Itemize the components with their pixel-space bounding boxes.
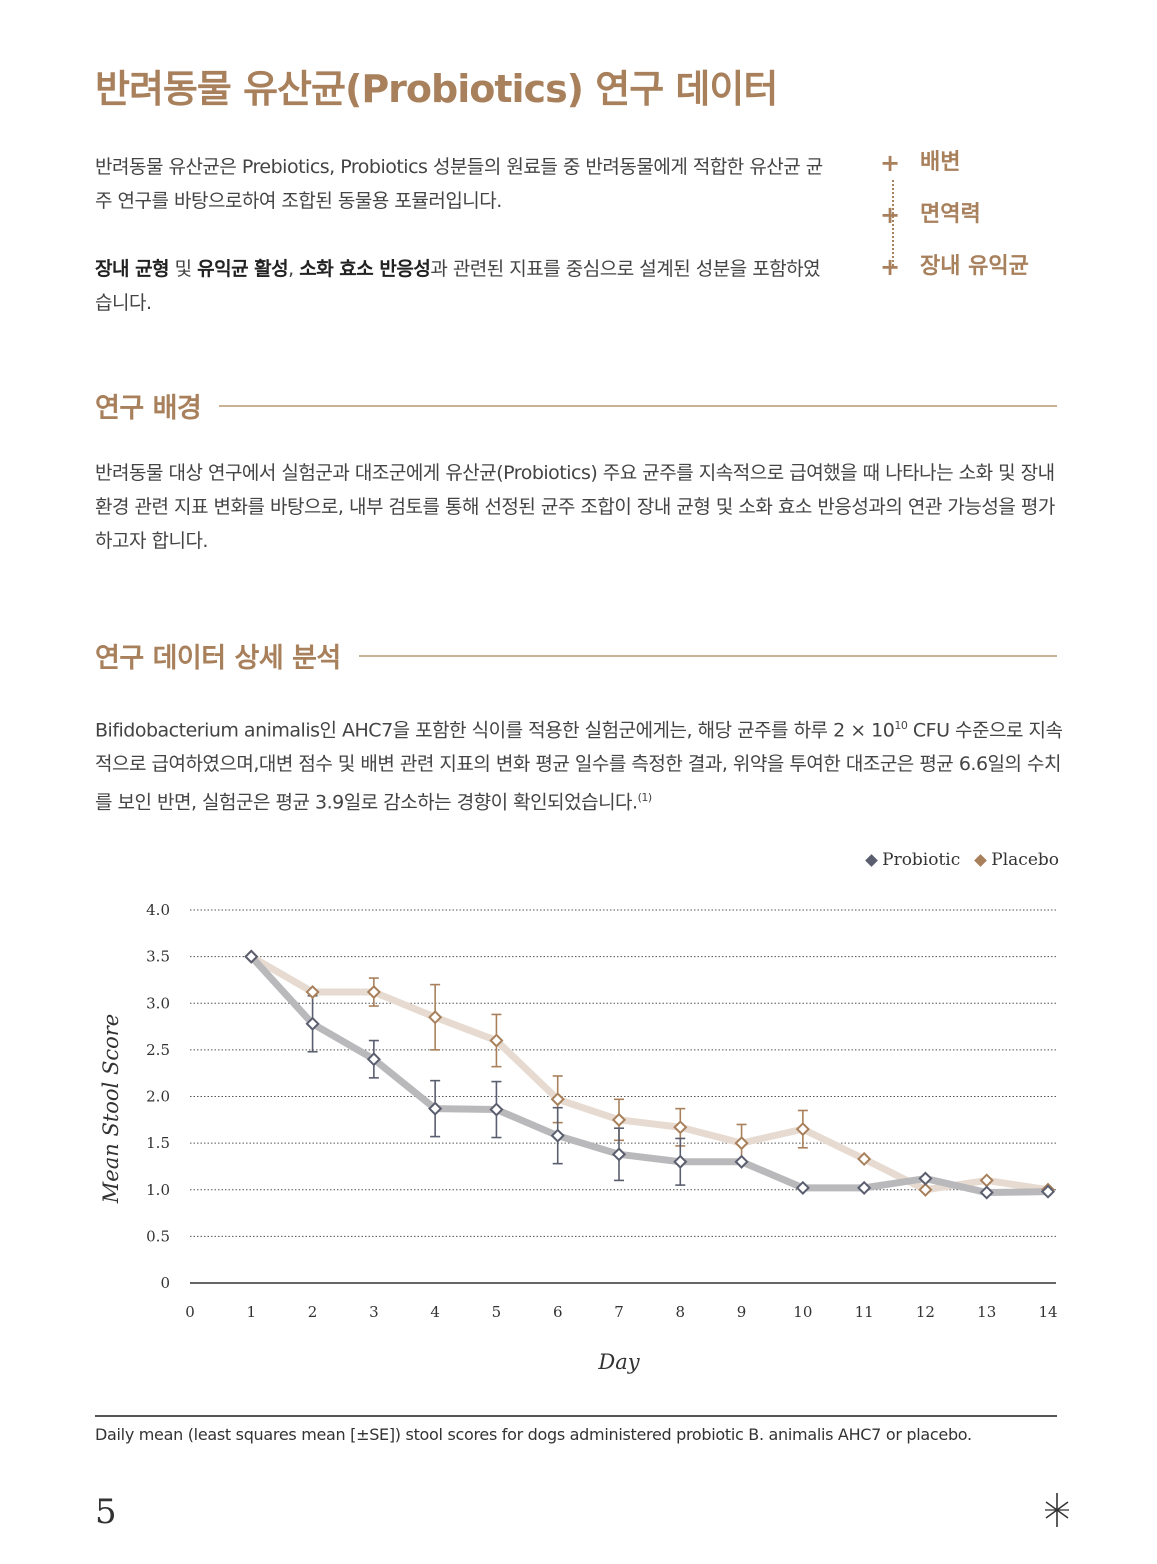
data-point-placebo — [611, 1112, 627, 1127]
benefit-label: 면역력 — [920, 202, 981, 227]
data-point-placebo — [734, 1136, 749, 1151]
x-tick-label: 1 — [247, 1303, 257, 1321]
data-point-placebo — [857, 1151, 872, 1167]
benefit-label: 장내 유익균 — [920, 254, 1029, 279]
highlight-beneficial-bacteria: 유익균 활성 — [197, 258, 289, 280]
chart-caption: Daily mean (least squares mean [±SE]) st… — [95, 1425, 972, 1444]
benefit-connector-line — [892, 180, 894, 266]
highlight-gut-balance: 장내 균형 — [95, 258, 170, 280]
y-tick-label: 2.5 — [146, 1041, 170, 1059]
data-point-probiotic — [428, 1101, 443, 1116]
chart-legend: Probiotic Placebo — [865, 850, 1059, 870]
analysis-text: CFU 수준으로 지속적으로 급여하였으며,대변 점수 및 배변 관련 지표의 … — [95, 719, 1063, 814]
analysis-paragraph: Bifidobacterium animalis인 AHC7을 포함한 식이를 … — [95, 709, 1065, 820]
y-tick-label: 0 — [160, 1274, 170, 1292]
background-paragraph: 반려동물 대상 연구에서 실험군과 대조군에게 유산균(Probiotics) … — [95, 462, 1055, 552]
plus-icon: + — [880, 201, 901, 229]
data-point-probiotic — [857, 1180, 872, 1195]
diamond-icon — [865, 853, 878, 867]
benefit-label: 배변 — [920, 150, 961, 175]
stool-score-chart: 00.51.01.52.02.53.03.54.00 1 2 3 4 5 6 7 8 9 10 11 1… — [99, 901, 1058, 1374]
section-divider — [219, 404, 1057, 407]
section-title: 연구 배경 — [95, 393, 202, 424]
data-point-placebo — [918, 1182, 933, 1197]
legend-item-probiotic: Probiotic — [865, 850, 961, 870]
y-tick-label: 1.0 — [146, 1181, 170, 1199]
y-tick-label: 2.0 — [146, 1088, 170, 1106]
y-tick-label: 4.0 — [146, 901, 170, 919]
y-tick-label: 0.5 — [146, 1227, 170, 1245]
x-axis-label: Day — [597, 1350, 640, 1374]
legend-label: Probiotic — [882, 850, 961, 870]
intro-text-fragment: 및 — [169, 258, 198, 280]
x-tick-label: 4 — [430, 1303, 440, 1321]
reference-mark: (1) — [637, 791, 653, 805]
data-point-probiotic — [734, 1154, 749, 1169]
x-tick-label: 12 — [916, 1303, 935, 1321]
data-point-probiotic — [918, 1171, 933, 1186]
data-point-placebo — [673, 1120, 688, 1135]
intro-text-fragment: , — [288, 258, 300, 280]
intro-text-fragment: 과 관련된 지표를 중심으로 설계된 성분을 포함하였습니다. — [95, 258, 821, 314]
intro-paragraph-2: 장내 균형 및 유익균 활성, 소화 효소 반응성과 관련된 지표를 중심으로 … — [95, 252, 835, 320]
data-point-probiotic — [1040, 1184, 1056, 1199]
x-tick-label: 14 — [1038, 1303, 1057, 1321]
data-point-placebo — [366, 984, 381, 1000]
benefit-item: + 장내 유익균 — [880, 252, 1029, 304]
data-point-placebo — [979, 1173, 994, 1188]
intro-text: 반려동물 유산균은 Prebiotics, Probiotics 성분들의 원료… — [95, 150, 835, 354]
data-point-probiotic — [305, 1016, 320, 1031]
benefit-item: + 배변 — [880, 148, 1029, 200]
data-point-probiotic — [979, 1185, 994, 1200]
data-point-placebo — [305, 984, 320, 1000]
star-icon — [1045, 1493, 1069, 1527]
data-point-placebo — [550, 1092, 565, 1107]
series-line-placebo — [247, 953, 1052, 1194]
y-tick-label: 3.5 — [146, 948, 170, 966]
x-tick-label: 10 — [793, 1303, 812, 1321]
analysis-text: Bifidobacterium animalis인 AHC7을 포함한 식이를 … — [95, 719, 895, 742]
x-tick-label: 6 — [553, 1303, 563, 1321]
x-tick-label: 2 — [308, 1303, 318, 1321]
section-title: 연구 데이터 상세 분석 — [95, 643, 341, 674]
data-point-probiotic — [366, 1052, 381, 1067]
data-point-probiotic — [673, 1154, 688, 1169]
x-tick-label: 3 — [369, 1303, 379, 1321]
section-header-background: 연구 배경 — [95, 386, 1057, 425]
plus-icon: + — [880, 253, 901, 281]
benefit-item: + 면역력 — [880, 200, 1029, 252]
highlight-digestive-enzyme: 소화 효소 반응성 — [299, 258, 431, 280]
section-header-analysis: 연구 데이터 상세 분석 — [95, 636, 1057, 675]
plus-icon: + — [880, 149, 901, 177]
x-tick-label: 8 — [676, 1303, 686, 1321]
data-point-placebo — [428, 1010, 443, 1025]
x-tick-label: 9 — [737, 1303, 747, 1321]
data-point-placebo — [489, 1033, 504, 1048]
data-point-placebo — [795, 1122, 810, 1137]
data-point-probiotic — [244, 949, 259, 964]
diamond-icon — [974, 853, 988, 867]
caption-divider — [95, 1415, 1057, 1417]
legend-label: Placebo — [991, 850, 1059, 870]
data-point-probiotic — [550, 1128, 565, 1143]
y-tick-label: 3.0 — [146, 994, 170, 1012]
x-tick-label: 0 — [185, 1303, 195, 1321]
x-tick-label: 11 — [855, 1303, 874, 1321]
x-tick-label: 13 — [977, 1303, 996, 1321]
data-point-probiotic — [611, 1147, 627, 1162]
page-number: 5 — [95, 1492, 117, 1532]
exponent: 10 — [894, 719, 908, 732]
y-axis-label: Mean Stool Score — [99, 1014, 123, 1204]
data-point-probiotic — [489, 1102, 504, 1117]
series-line-probiotic — [247, 953, 1052, 1197]
y-tick-label: 1.5 — [146, 1134, 170, 1152]
x-tick-label: 7 — [614, 1303, 624, 1321]
intro-paragraph-1: 반려동물 유산균은 Prebiotics, Probiotics 성분들의 원료… — [95, 156, 823, 212]
benefit-list: + 배변 + 면역력 + 장내 유익균 — [880, 148, 1029, 304]
x-tick-label: 5 — [492, 1303, 502, 1321]
section-divider — [358, 654, 1057, 657]
data-point-probiotic — [795, 1180, 810, 1195]
legend-item-placebo: Placebo — [974, 850, 1059, 870]
page-title: 반려동물 유산균(Probiotics) 연구 데이터 — [95, 67, 778, 111]
